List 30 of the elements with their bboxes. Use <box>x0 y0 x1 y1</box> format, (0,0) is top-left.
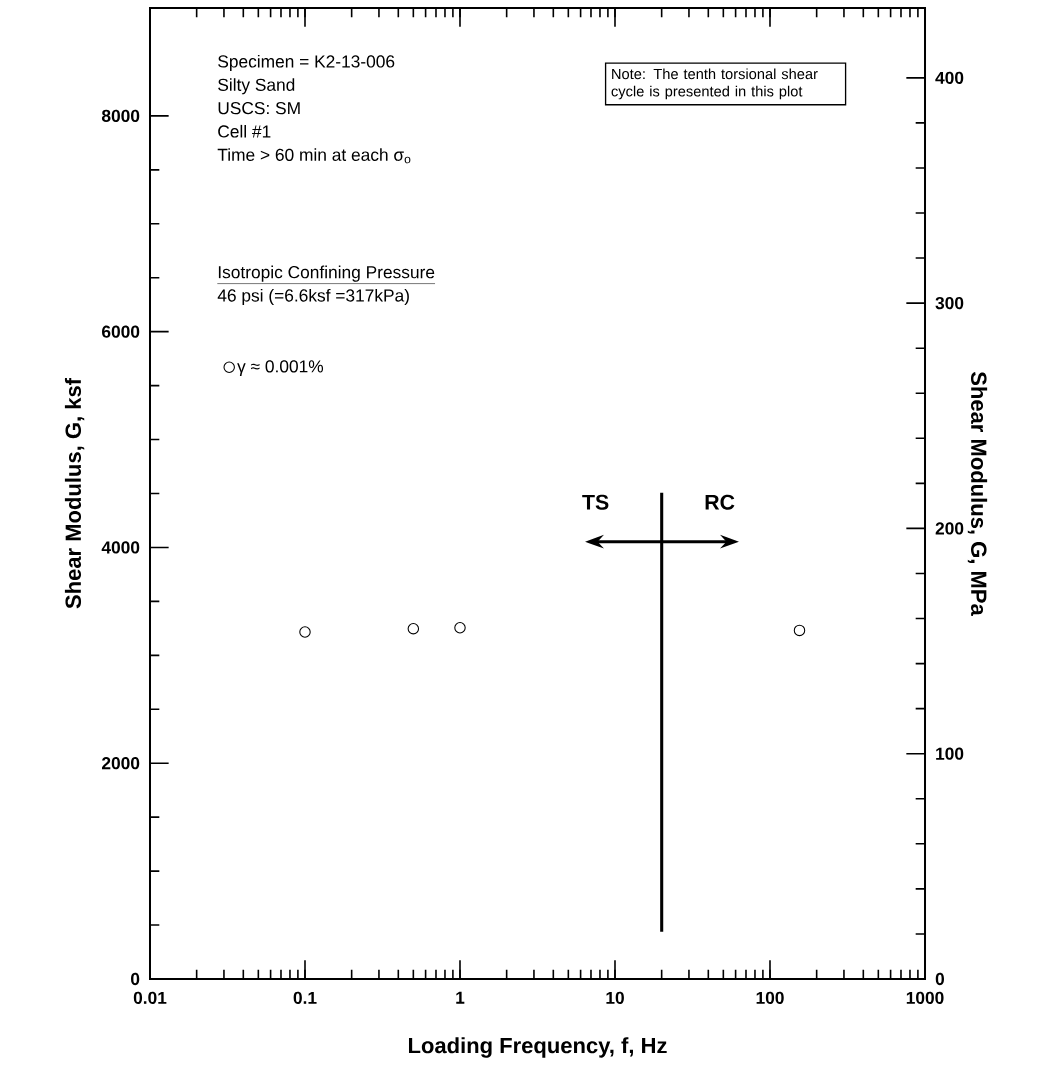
x-tick-label: 0.01 <box>133 991 167 1004</box>
annotation: Time > 60 min at each σ$_{o}$ <box>217 148 411 164</box>
y2-tick-label: 400 <box>935 71 964 84</box>
y-tick-label: 4000 <box>101 541 140 554</box>
legend-label: γ ≈ 0.001% <box>237 360 324 376</box>
y2-tick-label: 100 <box>936 747 964 760</box>
y-tick-label: 0 <box>131 972 140 986</box>
annotation: RC <box>705 494 735 510</box>
x-tick-label: 1 <box>456 991 465 1004</box>
annotation: USCS: SM <box>218 102 300 115</box>
annotation: Cell #1 <box>218 124 271 138</box>
y2-axis-title: Shear Modulus, G, MPa <box>967 371 988 616</box>
x-tick-label: 0.1 <box>293 991 317 1004</box>
y-axis-title: Shear Modulus, G, ksf <box>64 377 85 609</box>
x-tick-label: 1000 <box>906 991 944 1004</box>
y-tick-label: 8000 <box>101 109 140 123</box>
annotation: Silty Sand <box>218 78 295 95</box>
annotation: TS <box>582 494 609 510</box>
annotation: Note: The tenth torsional shear cycle is presented in this plot <box>611 68 818 100</box>
y2-tick-label: 300 <box>935 296 964 310</box>
y-tick-label: 6000 <box>102 325 140 338</box>
y-tick-label: 2000 <box>102 757 140 770</box>
x-axis-title: Loading Frequency, f, Hz <box>408 1037 667 1058</box>
x-tick-label: 100 <box>756 991 784 1004</box>
annotation: 46 psi (=6.6ksf =317kPa) <box>217 288 409 306</box>
annotation: Specimen = K2-13-006 <box>218 54 395 72</box>
y2-tick-label: 0 <box>935 972 944 986</box>
annotation: Isotropic Confining Pressure <box>218 265 435 282</box>
y2-tick-label: 200 <box>935 522 964 535</box>
x-tick-label: 10 <box>606 991 624 1004</box>
